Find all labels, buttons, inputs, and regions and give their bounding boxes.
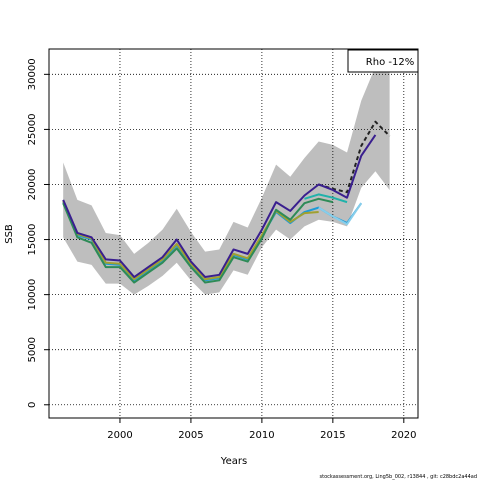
y-tick-label: 30000	[27, 58, 38, 90]
x-tick-label: 2005	[178, 430, 203, 441]
axis-layer: 2000 2005 2010 2015 2020 0 5000 10000 15000 20000…	[27, 58, 417, 441]
x-tick-label: 2015	[320, 430, 345, 441]
y-tick-label: 15000	[27, 224, 38, 256]
confidence-band	[63, 66, 390, 295]
series-line-7	[62, 134, 377, 279]
footer-note: stockassessment.org, Ling5b_002, r13844 …	[320, 474, 477, 480]
series-line-5	[304, 193, 348, 204]
y-tick-label: 5000	[27, 337, 38, 362]
confidence-band-layer	[63, 66, 390, 295]
y-tick-label: 20000	[27, 169, 38, 201]
y-tick-label: 25000	[27, 114, 38, 146]
series-line-2	[318, 202, 363, 226]
y-axis-label: SSB	[4, 224, 15, 244]
x-tick-label: 2000	[107, 430, 132, 441]
x-tick-label: 2010	[249, 430, 274, 441]
plot-frame	[48, 48, 419, 419]
x-tick-label: 2020	[391, 430, 416, 441]
legend-box: Rho -12%	[347, 49, 419, 73]
series-layer	[62, 120, 391, 284]
series-line-4	[62, 197, 334, 284]
series-line-1	[62, 201, 363, 282]
y-tick-label: 0	[27, 402, 38, 408]
x-axis-label: Years	[220, 456, 247, 467]
y-tick-label: 10000	[27, 279, 38, 311]
legend-label: Rho -12%	[366, 57, 414, 68]
